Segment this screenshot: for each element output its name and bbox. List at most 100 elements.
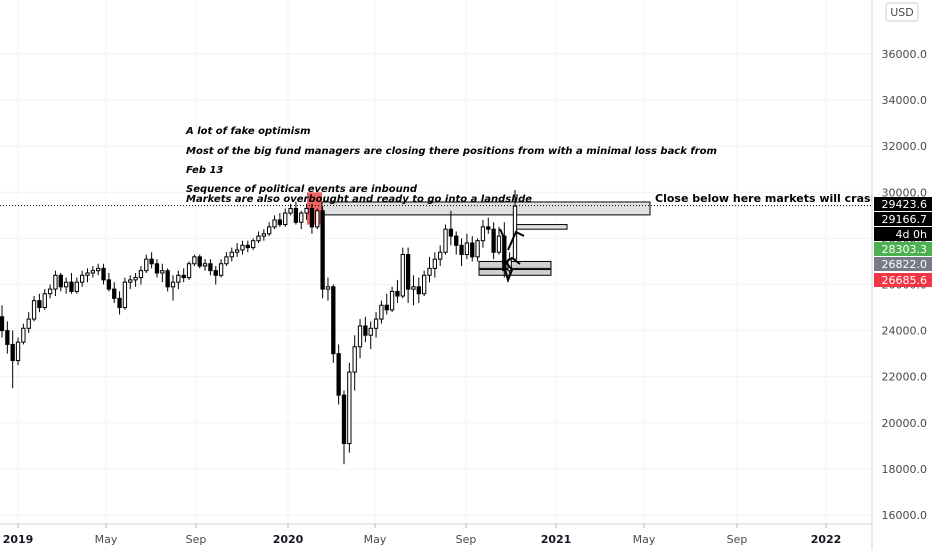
x-tick-label: May	[364, 533, 387, 546]
candle-body-down	[101, 267, 106, 281]
candle	[128, 275, 133, 290]
candle-body-up	[47, 288, 53, 295]
candle-body-up	[475, 240, 480, 258]
candle-body-up	[464, 242, 470, 256]
candle	[37, 293, 42, 313]
candle	[496, 226, 502, 255]
time-axis[interactable]: 2019 May Sep 2020 May Sep 2021 May Sep 2022	[3, 524, 842, 546]
candle-body-up	[373, 318, 379, 329]
candle-body-down	[448, 228, 454, 237]
candle	[101, 263, 106, 285]
candle	[85, 268, 90, 283]
candle	[202, 259, 208, 271]
target-box-3	[478, 269, 552, 276]
candle-body-up	[90, 270, 96, 274]
candle-body-up	[432, 258, 438, 269]
candle	[261, 229, 267, 241]
candle-body-down	[341, 394, 347, 445]
candle	[53, 270, 58, 297]
candle-body-up	[53, 274, 58, 290]
candle-body-up	[96, 267, 101, 272]
candle-body-down	[336, 353, 341, 396]
candle-body-down	[0, 316, 5, 332]
candle	[277, 213, 283, 227]
currency-badge[interactable]: USD	[885, 2, 919, 22]
candle-body-up	[170, 281, 176, 288]
price-tag: 28303.3	[874, 242, 932, 256]
candle	[357, 319, 363, 359]
candle	[405, 247, 411, 303]
candle-body-up	[299, 212, 304, 223]
annotation-crash-label: Close below here markets will crash	[655, 192, 878, 205]
candle-body-up	[352, 346, 357, 373]
annotation-note-4: Sequence of political events are inbound	[186, 184, 418, 195]
candle	[165, 268, 170, 292]
candle	[240, 240, 245, 255]
candle	[315, 208, 320, 230]
y-tick-label: 34000.0	[882, 94, 928, 107]
candle-body-down	[165, 270, 170, 288]
candle-body-down	[69, 281, 74, 292]
candle	[79, 270, 85, 287]
candle	[427, 256, 432, 283]
candle	[459, 238, 464, 267]
candle-body-up	[229, 251, 234, 258]
candle	[421, 270, 427, 297]
price-tag-label: 26822.0	[882, 258, 928, 271]
candle-body-up	[31, 300, 37, 320]
candle	[15, 337, 21, 366]
candle	[0, 305, 5, 338]
candle-body-up	[240, 244, 245, 251]
candle-body-up	[288, 207, 293, 214]
candle	[224, 252, 229, 267]
candle	[31, 296, 37, 322]
y-tick-label: 36000.0	[882, 48, 928, 61]
target-box-1	[514, 224, 568, 230]
candle-body-up	[202, 263, 208, 267]
candle-body-up	[400, 254, 405, 297]
resistance-zone	[321, 201, 651, 216]
candle-body-up	[325, 286, 331, 290]
candle-body-down	[117, 297, 122, 309]
candle-body-down	[245, 244, 250, 249]
price-tag: 26685.6	[874, 273, 932, 287]
candle	[256, 231, 261, 244]
y-tick-label: 22000.0	[882, 371, 928, 384]
x-tick-label: Sep	[456, 533, 477, 546]
candle-body-down	[454, 235, 459, 246]
candle	[122, 277, 128, 310]
candle-body-down	[416, 286, 421, 295]
y-tick-label: 30000.0	[882, 186, 928, 199]
candle-body-up	[256, 235, 261, 242]
candle-body-up	[379, 304, 384, 320]
candle	[186, 261, 192, 280]
candle-body-up	[128, 279, 133, 283]
candle	[363, 316, 368, 343]
candle	[486, 217, 491, 234]
candle	[138, 266, 144, 285]
currency-badge-label: USD	[890, 6, 914, 19]
candle-body-down	[395, 290, 400, 297]
price-tag: 29423.6	[874, 197, 932, 211]
x-tick-label: May	[633, 533, 656, 546]
candle-body-down	[58, 274, 63, 288]
candle	[454, 231, 459, 255]
annotation-drawings	[499, 228, 525, 284]
candle	[432, 252, 438, 278]
candle-body-down	[213, 270, 218, 276]
candle	[416, 277, 421, 303]
candle	[331, 284, 336, 363]
price-tag-box	[874, 212, 932, 226]
candle	[384, 293, 389, 315]
candle-body-up	[357, 325, 363, 348]
drawing-layer	[0, 192, 872, 276]
price-tag-label: 28303.3	[882, 243, 928, 256]
candle-body-down	[486, 226, 491, 230]
candle	[234, 243, 240, 257]
annotation-notes: A lot of fake optimism Most of the big f…	[185, 126, 878, 205]
candle	[74, 277, 79, 294]
price-tag-label: 29423.6	[882, 198, 928, 211]
candle-body-down	[309, 207, 315, 228]
x-tick-label: May	[95, 533, 118, 546]
